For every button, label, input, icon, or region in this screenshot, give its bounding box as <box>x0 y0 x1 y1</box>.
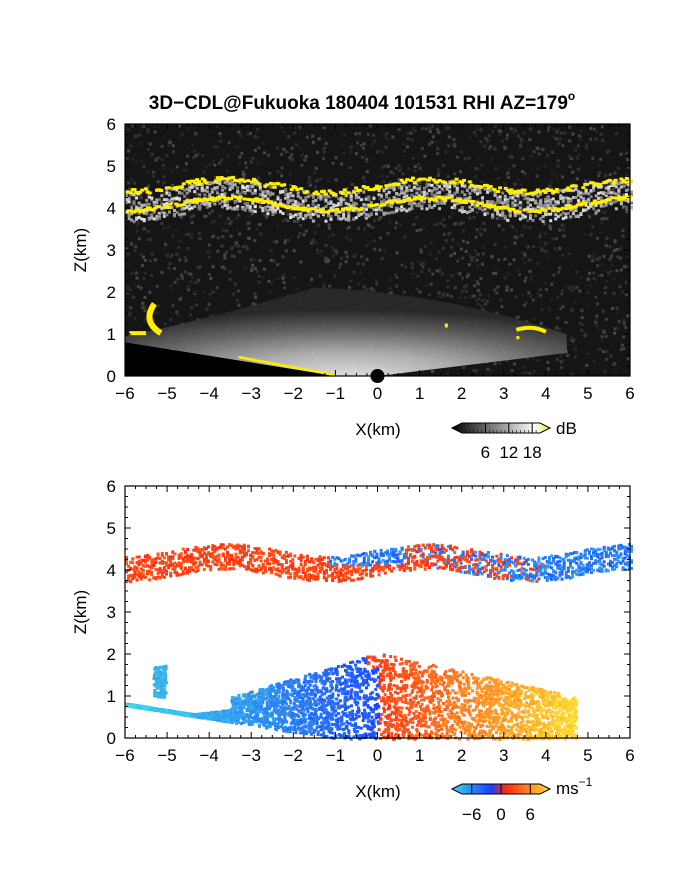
x-tick-label: −5 <box>157 384 176 403</box>
x-tick-label: −5 <box>157 746 176 765</box>
x-tick-label: −1 <box>326 746 345 765</box>
x-axis-label: X(km) <box>355 782 400 801</box>
x-tick-label: −2 <box>284 746 303 765</box>
x-tick-label: −6 <box>115 384 134 403</box>
x-tick-label: −2 <box>284 384 303 403</box>
elevated-layer-yellow <box>125 175 633 214</box>
y-tick-label: 2 <box>107 283 116 302</box>
x-tick-label: 6 <box>625 746 634 765</box>
y-tick-label: 6 <box>107 115 116 134</box>
colorbar-tick-label: 6 <box>526 805 535 824</box>
x-tick-label: 3 <box>499 746 508 765</box>
x-tick-label: −1 <box>326 384 345 403</box>
y-tick-label: 4 <box>107 561 116 580</box>
x-tick-label: 1 <box>415 746 424 765</box>
left-echo <box>146 302 163 336</box>
ground-shadow <box>125 342 336 376</box>
y-tick-label: 1 <box>107 325 116 344</box>
x-tick-label: 0 <box>373 384 382 403</box>
colorbar-tick-label: 6 <box>481 443 490 462</box>
near-surface-cone <box>125 287 567 376</box>
y-tick-label: 3 <box>107 241 116 260</box>
x-tick-label: −4 <box>199 746 218 765</box>
colorbar-unit: dB <box>556 419 577 438</box>
y-tick-label: 2 <box>107 645 116 664</box>
near-surface-velocity <box>125 653 579 741</box>
x-axis-label: X(km) <box>355 420 400 439</box>
x-tick-label: 2 <box>457 384 466 403</box>
colorbar-tick-label: 18 <box>523 443 542 462</box>
x-tick-label: 1 <box>415 384 424 403</box>
x-tick-label: −6 <box>115 746 134 765</box>
y-tick-label: 0 <box>107 367 116 386</box>
elevated-layer-velocity <box>125 542 633 584</box>
x-tick-label: 5 <box>583 746 592 765</box>
x-tick-label: −4 <box>199 384 218 403</box>
x-tick-label: 5 <box>583 384 592 403</box>
intensity-colorbar <box>450 422 552 434</box>
y-tick-label: 5 <box>107 157 116 176</box>
x-tick-label: 0 <box>373 746 382 765</box>
right-echo <box>515 325 547 334</box>
colorbar-tick-label: 12 <box>499 443 518 462</box>
y-axis-label: Z(km) <box>71 590 90 634</box>
small-echo <box>444 323 448 328</box>
x-tick-label: 4 <box>541 746 550 765</box>
figure-title: 3D−CDL@Fukuoka 180404 101531 RHI AZ=179o <box>149 89 576 114</box>
x-tick-label: −3 <box>242 746 261 765</box>
y-tick-label: 0 <box>107 729 116 748</box>
x-tick-label: −3 <box>242 384 261 403</box>
x-tick-label: 4 <box>541 384 550 403</box>
y-axis-label: Z(km) <box>71 228 90 272</box>
x-tick-label: 3 <box>499 384 508 403</box>
colorbar-tick-label: 0 <box>496 805 505 824</box>
colorbar-unit: ms−1 <box>556 775 593 798</box>
x-tick-label: 2 <box>457 746 466 765</box>
y-tick-label: 1 <box>107 687 116 706</box>
colorbar-tick-label: −6 <box>462 805 481 824</box>
left-echo-velocity <box>152 664 168 699</box>
ground-echo <box>238 355 336 377</box>
y-tick-label: 3 <box>107 603 116 622</box>
small-echo <box>516 336 520 340</box>
y-tick-label: 4 <box>107 199 116 218</box>
x-tick-label: 6 <box>625 384 634 403</box>
y-tick-label: 5 <box>107 519 116 538</box>
y-tick-label: 6 <box>107 477 116 496</box>
